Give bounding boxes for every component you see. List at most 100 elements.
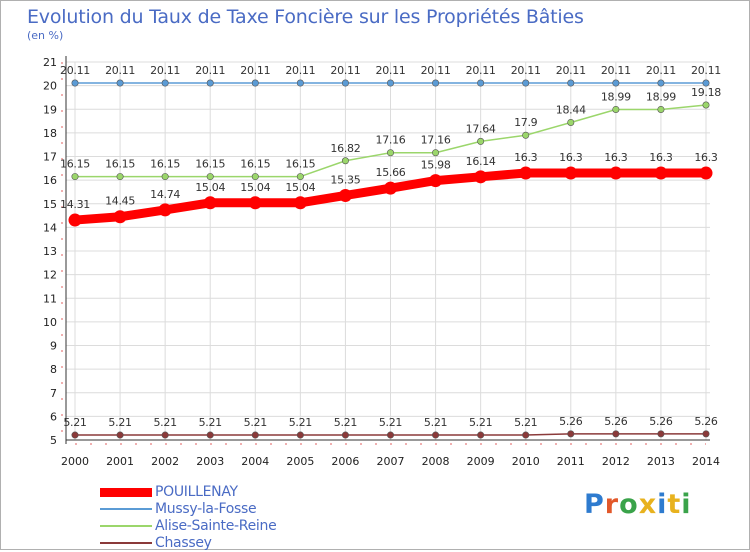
data-point	[341, 431, 349, 439]
y-tick-label: 16	[43, 174, 57, 187]
x-tick-label: 2013	[647, 455, 675, 468]
data-label: 15.66	[376, 166, 406, 179]
legend-swatch-pouillenay	[100, 488, 152, 497]
legend-item-mussy: Mussy-la-Fosse	[100, 501, 320, 518]
x-tick-label: 2005	[286, 455, 314, 468]
data-point	[567, 430, 575, 438]
data-label: 20.11	[556, 64, 586, 77]
data-label: 5.21	[379, 416, 402, 429]
data-label: 18.99	[601, 90, 631, 103]
legend-label-chassey: Chassey	[155, 535, 212, 551]
data-point	[612, 79, 620, 87]
x-tick-label: 2000	[61, 455, 89, 468]
data-point	[657, 79, 665, 87]
data-point	[522, 79, 530, 87]
data-point	[71, 79, 79, 87]
data-point	[68, 213, 82, 227]
line-chart: 5 6 7 8 9 10 11 12 13 14 15 16 17 18 19 20 21 2000 2001 200…	[43, 56, 722, 468]
legend: POUILLENAY Mussy-la-Fosse Alise-Sainte-R…	[100, 484, 320, 552]
data-point	[522, 431, 530, 439]
data-point	[564, 166, 578, 180]
data-label: 5.21	[63, 416, 86, 429]
legend-item-pouillenay: POUILLENAY	[100, 484, 320, 501]
data-point	[477, 79, 485, 87]
data-label: 15.04	[195, 181, 225, 194]
data-label: 14.45	[105, 195, 135, 208]
logo-letter: o	[619, 489, 639, 520]
data-point	[296, 79, 304, 87]
legend-item-chassey: Chassey	[100, 535, 320, 552]
data-point	[296, 173, 304, 181]
chart-title: Evolution du Taux de Taxe Foncière sur l…	[27, 6, 584, 28]
x-tick-label: 2012	[602, 455, 630, 468]
data-label: 16.3	[559, 151, 583, 164]
y-tick-label: 11	[43, 292, 57, 305]
y-tick-label: 17	[43, 151, 57, 164]
data-point	[341, 79, 349, 87]
y-tick-label: 6	[50, 410, 57, 423]
x-tick-label: 2009	[467, 455, 495, 468]
data-label: 20.11	[646, 64, 676, 77]
data-label: 5.21	[334, 416, 357, 429]
data-point	[116, 431, 124, 439]
data-label: 17.16	[376, 134, 406, 147]
data-point	[612, 430, 620, 438]
data-label: 5.21	[108, 416, 131, 429]
data-point	[702, 101, 710, 109]
y-tick-label: 9	[50, 340, 57, 353]
data-label: 16.3	[694, 151, 718, 164]
x-tick-label: 2001	[106, 455, 134, 468]
data-label: 5.26	[559, 415, 583, 428]
x-tick-label: 2002	[151, 455, 179, 468]
data-point	[477, 431, 485, 439]
data-point	[432, 431, 440, 439]
data-point	[657, 430, 665, 438]
data-label: 20.11	[601, 64, 631, 77]
data-point	[699, 166, 713, 180]
data-label: 5.26	[694, 415, 718, 428]
data-label: 5.21	[424, 416, 447, 429]
data-point	[203, 196, 217, 210]
data-label: 20.11	[511, 64, 541, 77]
data-label: 16.15	[60, 158, 90, 171]
y-tick-label: 12	[43, 269, 57, 282]
data-point	[71, 431, 79, 439]
data-label: 5.21	[244, 416, 267, 429]
data-point	[657, 105, 665, 113]
data-point	[386, 149, 394, 157]
data-point	[251, 431, 259, 439]
y-tick-label: 21	[43, 56, 57, 69]
data-label: 17.9	[514, 116, 538, 129]
legend-swatch-mussy	[100, 508, 152, 510]
data-point	[293, 196, 307, 210]
data-point	[567, 79, 575, 87]
x-tick-label: 2011	[557, 455, 585, 468]
data-point	[474, 170, 488, 184]
data-point	[296, 431, 304, 439]
x-tick-label: 2006	[331, 455, 359, 468]
data-point	[522, 131, 530, 139]
data-label: 20.11	[240, 64, 270, 77]
data-point	[161, 79, 169, 87]
legend-swatch-chassey	[100, 542, 152, 544]
data-point	[341, 157, 349, 165]
data-label: 5.26	[604, 415, 628, 428]
x-tick-label: 2003	[196, 455, 224, 468]
data-label: 20.11	[150, 64, 180, 77]
data-label: 16.15	[150, 158, 180, 171]
data-point	[338, 188, 352, 202]
data-point	[116, 79, 124, 87]
data-point	[251, 173, 259, 181]
data-point	[161, 431, 169, 439]
proxiti-logo: Proxiti	[584, 489, 692, 520]
data-label: 16.15	[195, 158, 225, 171]
data-label: 15.35	[330, 173, 360, 186]
data-point	[248, 196, 262, 210]
data-label: 20.11	[376, 64, 406, 77]
x-tick-label: 2007	[377, 455, 405, 468]
logo-letter: r	[604, 489, 620, 520]
data-label: 5.21	[153, 416, 176, 429]
data-label: 20.11	[691, 64, 721, 77]
x-tick-label: 2008	[422, 455, 450, 468]
data-label: 16.15	[285, 158, 315, 171]
